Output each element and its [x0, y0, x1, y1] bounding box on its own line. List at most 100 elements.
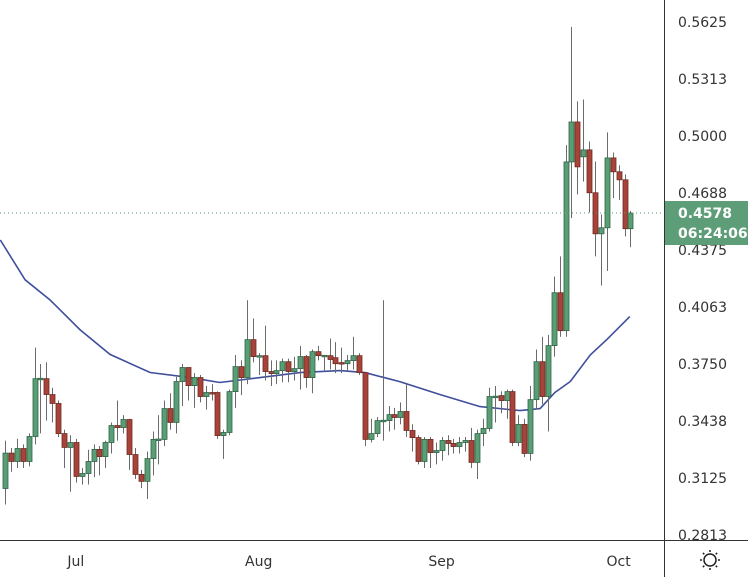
candle-up — [598, 214, 605, 286]
candle-body — [132, 454, 139, 475]
candle-body — [91, 449, 98, 462]
candle-body — [85, 461, 92, 474]
candle-body — [568, 121, 575, 163]
candle-up — [91, 444, 98, 478]
candle-down — [238, 360, 245, 396]
candle-down — [610, 152, 617, 199]
candle-up — [380, 300, 387, 441]
candle-body — [262, 355, 269, 372]
candle-up — [291, 356, 298, 381]
candle-body — [403, 411, 410, 431]
candle-body — [144, 458, 151, 482]
candle-body — [574, 121, 581, 168]
candle-body — [486, 396, 493, 429]
candle-down — [509, 389, 516, 447]
candle-down — [268, 360, 275, 386]
candle-up — [504, 389, 511, 419]
candle-down — [55, 400, 62, 438]
candle-up — [397, 402, 404, 425]
candle-body — [126, 419, 133, 455]
candle-body — [238, 366, 245, 378]
candle-down — [73, 438, 80, 483]
last-price-tag-bg — [665, 201, 748, 246]
candle-body — [421, 439, 428, 462]
candle-up — [568, 26, 575, 219]
candle-body — [504, 391, 511, 401]
candle-up — [191, 373, 198, 408]
settings-icon[interactable] — [700, 550, 720, 570]
candle-body — [297, 356, 304, 370]
candle-up — [321, 354, 328, 372]
candle-body — [391, 414, 398, 418]
candle-up — [563, 145, 570, 337]
candle-up — [604, 132, 611, 272]
candle-body — [49, 394, 56, 404]
candle-down — [8, 447, 15, 472]
candle-body — [285, 361, 292, 372]
candle-body — [580, 149, 587, 158]
candle-up — [26, 433, 33, 467]
time-axis[interactable]: Jul Aug Sep Oct — [66, 554, 631, 570]
price-tick-label: 0.2813 — [678, 528, 727, 544]
candle-up — [515, 415, 522, 447]
candle-body — [197, 377, 204, 397]
candle-down — [415, 435, 422, 465]
candle-body — [592, 192, 599, 235]
candle-body — [108, 425, 115, 443]
candle-up — [545, 334, 552, 432]
candle-up — [273, 360, 280, 385]
candle-body — [604, 157, 611, 229]
candle-up — [439, 437, 446, 461]
candle-body — [203, 392, 210, 397]
candle-body — [616, 171, 623, 181]
candle-up — [37, 364, 44, 434]
candle-body — [409, 430, 416, 438]
candle-body — [67, 442, 74, 448]
candle-down — [362, 372, 369, 447]
candle-body — [244, 339, 251, 378]
candle-body — [155, 438, 162, 441]
candle-body — [380, 419, 387, 423]
candle-body — [545, 345, 552, 397]
candle-up — [433, 442, 440, 465]
candle-body — [456, 442, 463, 447]
candle-up — [85, 449, 92, 485]
candle-down — [403, 384, 410, 438]
candle-body — [209, 392, 216, 395]
candle-down — [592, 161, 599, 257]
candle-body — [315, 351, 322, 357]
last-price-value: 0.4578 — [678, 206, 732, 222]
candle-down — [539, 336, 546, 405]
candle-up — [244, 300, 251, 385]
candle-body — [120, 419, 127, 428]
candle-countdown: 06:24:06 — [678, 226, 748, 242]
candle-body — [527, 399, 534, 454]
candle-up — [203, 385, 210, 410]
candle-body — [14, 448, 21, 462]
candle-body — [26, 436, 33, 462]
candle-body — [185, 367, 192, 386]
candle-body — [386, 414, 393, 422]
candle-body — [557, 292, 564, 332]
candle-body — [610, 157, 617, 173]
candle-body — [539, 361, 546, 397]
candle-body — [427, 439, 434, 453]
candle-body — [61, 433, 68, 448]
candle-down — [586, 141, 593, 213]
candle-body — [356, 355, 363, 374]
candle-up — [486, 387, 493, 432]
price-axis[interactable]: 0.5625 0.5313 0.5000 0.4688 0.4375 0.4063 0.37… — [678, 15, 727, 544]
candle-body — [474, 433, 481, 463]
candle-body — [173, 381, 180, 423]
candle-up — [344, 354, 351, 372]
candle-down — [450, 438, 457, 454]
candle-down — [132, 447, 139, 479]
candle-down — [96, 446, 103, 476]
candles-layer — [2, 26, 634, 505]
candle-body — [309, 351, 316, 378]
candle-up — [102, 440, 109, 469]
candle-body — [433, 450, 440, 453]
time-tick-label: Oct — [606, 554, 631, 570]
candle-body — [179, 367, 186, 382]
